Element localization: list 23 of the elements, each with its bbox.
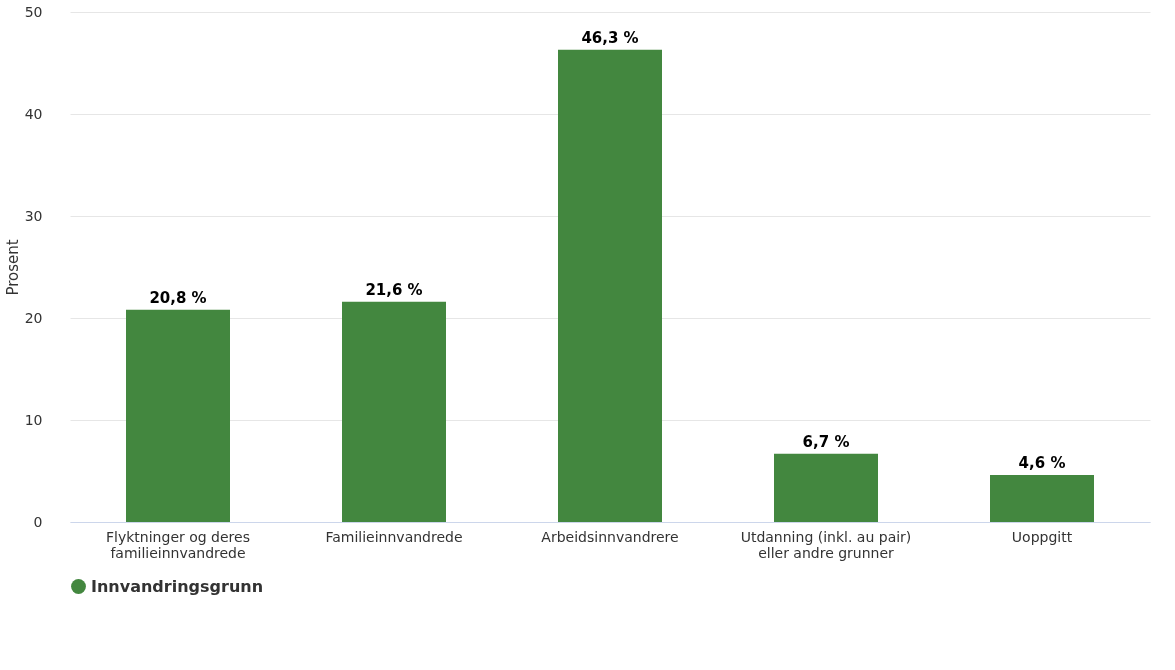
- y-tick-label: 50: [24, 3, 43, 20]
- data-label: 6,7 %: [802, 432, 850, 451]
- data-label: 46,3 %: [581, 28, 639, 47]
- y-tick-label: 40: [24, 105, 43, 122]
- bar: [990, 475, 1094, 522]
- data-label: 20,8 %: [149, 288, 207, 307]
- x-tick-label: Utdanning (inkl. au pair) eller andre grunner: [740, 528, 912, 561]
- y-tick-label: 30: [24, 207, 43, 224]
- x-tick-label: Uoppgitt: [1011, 528, 1073, 545]
- y-tick-label: 10: [24, 411, 43, 428]
- x-tick-label: Familieinnvandrede: [325, 528, 463, 545]
- legend-label: Innvandringsgrunn: [91, 576, 264, 596]
- data-label: 4,6 %: [1018, 454, 1066, 473]
- bar: [342, 301, 446, 522]
- y-axis-title: Prosent: [3, 239, 22, 296]
- y-tick-label: 0: [33, 513, 43, 530]
- x-tick-label: Flyktninger og deres familieinnvandrede: [106, 528, 250, 561]
- bar: [558, 49, 662, 522]
- data-label: 21,6 %: [365, 280, 423, 299]
- y-tick-label: 20: [24, 309, 43, 326]
- bar: [774, 453, 878, 522]
- x-tick-label: Arbeidsinnvandrere: [541, 528, 679, 545]
- bar: [126, 309, 230, 522]
